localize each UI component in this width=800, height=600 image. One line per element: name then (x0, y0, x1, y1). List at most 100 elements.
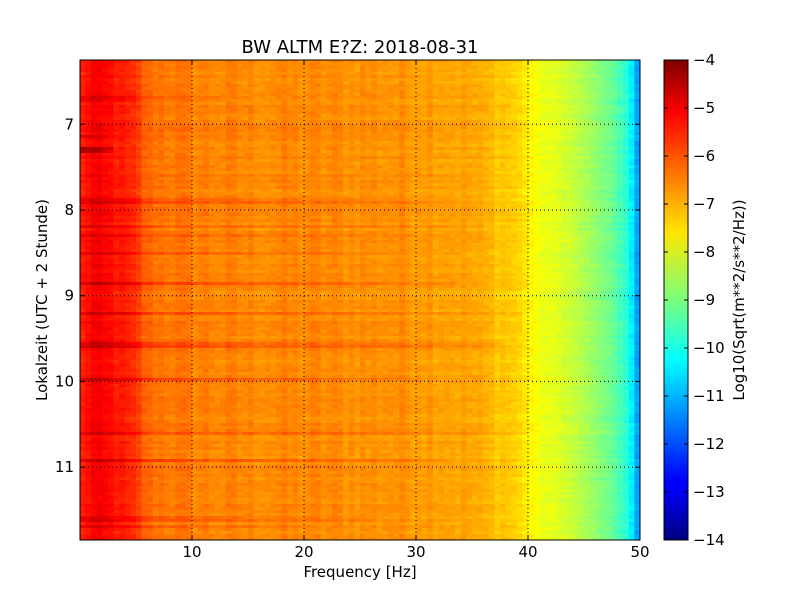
heatmap-cell (130, 105, 137, 109)
heatmap-cell (124, 69, 131, 73)
heatmap-cell (225, 90, 232, 94)
heatmap-cell (270, 93, 277, 97)
heatmap-cell (584, 69, 591, 73)
heatmap-cell (494, 81, 501, 85)
heatmap-cell (623, 111, 630, 115)
heatmap-cell (612, 66, 619, 70)
heatmap-cell (281, 63, 288, 67)
heatmap-cell (494, 96, 501, 100)
heatmap-cell (572, 72, 579, 76)
heatmap-cell (528, 90, 535, 94)
heatmap-cell (584, 84, 591, 88)
heatmap-cell (326, 108, 333, 112)
heatmap-cell (556, 87, 563, 91)
heatmap-cell (449, 78, 456, 82)
heatmap-cell (320, 99, 327, 103)
heatmap-cell (376, 63, 383, 67)
heatmap-cell (169, 78, 176, 82)
heatmap-cell (438, 111, 445, 115)
heatmap-cell (533, 72, 540, 76)
heatmap-cell (259, 87, 266, 91)
heatmap-cell (444, 72, 451, 76)
heatmap-cell (556, 114, 563, 118)
heatmap-cell (584, 111, 591, 115)
heatmap-cell (208, 81, 215, 85)
heatmap-cell (488, 69, 495, 73)
heatmap-cell (606, 105, 613, 109)
heatmap-cell (617, 87, 624, 91)
heatmap-cell (360, 102, 367, 106)
heatmap-cell (208, 78, 215, 82)
heatmap-cell (410, 78, 417, 82)
heatmap-cell (119, 117, 126, 121)
heatmap-cell (242, 99, 249, 103)
heatmap-cell (236, 72, 243, 76)
heatmap-cell (589, 78, 596, 82)
heatmap-cell (220, 72, 227, 76)
heatmap-cell (522, 102, 529, 106)
heatmap-cell (287, 105, 294, 109)
heatmap-cell (600, 72, 607, 76)
heatmap-cell (511, 87, 518, 91)
heatmap-cell (360, 108, 367, 112)
heatmap-cell (606, 90, 613, 94)
heatmap-cell (80, 114, 87, 118)
heatmap-cell (158, 84, 165, 88)
heatmap-cell (550, 66, 557, 70)
heatmap-cell (404, 81, 411, 85)
heatmap-cell (427, 102, 434, 106)
heatmap-cell (432, 78, 439, 82)
heatmap-cell (175, 75, 182, 79)
heatmap-cell (203, 117, 210, 121)
heatmap-cell (556, 84, 563, 88)
heatmap-cell (494, 117, 501, 121)
heatmap-cell (556, 93, 563, 97)
heatmap-cell (533, 99, 540, 103)
heatmap-cell (96, 111, 103, 115)
heatmap-cell (208, 84, 215, 88)
heatmap-cell (595, 117, 602, 121)
heatmap-cell (511, 66, 518, 70)
heatmap-cell (623, 117, 630, 121)
heatmap-cell (343, 60, 350, 64)
heatmap-cell (203, 72, 210, 76)
heatmap-cell (511, 72, 518, 76)
heatmap-cell (91, 72, 98, 76)
heatmap-cell (180, 108, 187, 112)
heatmap-cell (511, 102, 518, 106)
heatmap-cell (315, 102, 322, 106)
heatmap-cell (320, 90, 327, 94)
heatmap-cell (326, 102, 333, 106)
heatmap-cell (354, 72, 361, 76)
heatmap-cell (315, 93, 322, 97)
heatmap-cell (96, 120, 103, 124)
heatmap-cell (371, 105, 378, 109)
heatmap-cell (253, 78, 260, 82)
heatmap-cell (253, 75, 260, 79)
heatmap-cell (427, 108, 434, 112)
heatmap-cell (416, 87, 423, 91)
heatmap-cell (365, 117, 372, 121)
heatmap-cell (348, 117, 355, 121)
heatmap-cell (298, 117, 305, 121)
heatmap-cell (147, 69, 154, 73)
heatmap-cell (634, 81, 640, 85)
heatmap-cell (393, 87, 400, 91)
heatmap-cell (455, 78, 462, 82)
heatmap-cell (382, 93, 389, 97)
heatmap-cell (147, 75, 154, 79)
heatmap-cell (130, 69, 137, 73)
heatmap-cell (511, 111, 518, 115)
heatmap-cell (108, 66, 115, 70)
heatmap-cell (399, 99, 406, 103)
heatmap-cell (539, 81, 546, 85)
heatmap-cell (544, 84, 551, 88)
heatmap-cell (169, 102, 176, 106)
heatmap-cell (332, 114, 339, 118)
heatmap-cell (600, 81, 607, 85)
heatmap-cell (410, 111, 417, 115)
heatmap-cell (393, 108, 400, 112)
heatmap-cell (427, 111, 434, 115)
heatmap-cell (612, 102, 619, 106)
heatmap-cell (175, 105, 182, 109)
